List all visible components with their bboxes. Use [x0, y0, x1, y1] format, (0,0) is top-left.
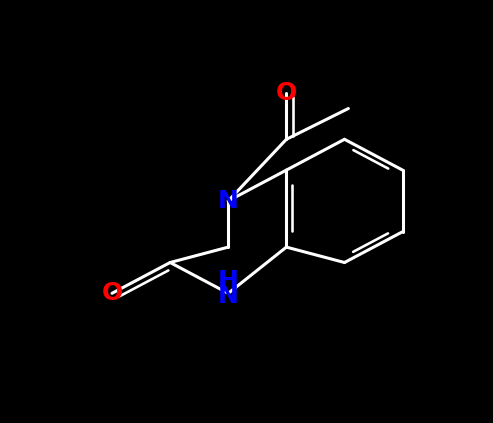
Text: O: O: [102, 281, 123, 305]
Text: O: O: [276, 81, 297, 105]
Text: H: H: [218, 269, 239, 293]
Text: N: N: [218, 189, 239, 213]
Text: N: N: [218, 284, 239, 308]
